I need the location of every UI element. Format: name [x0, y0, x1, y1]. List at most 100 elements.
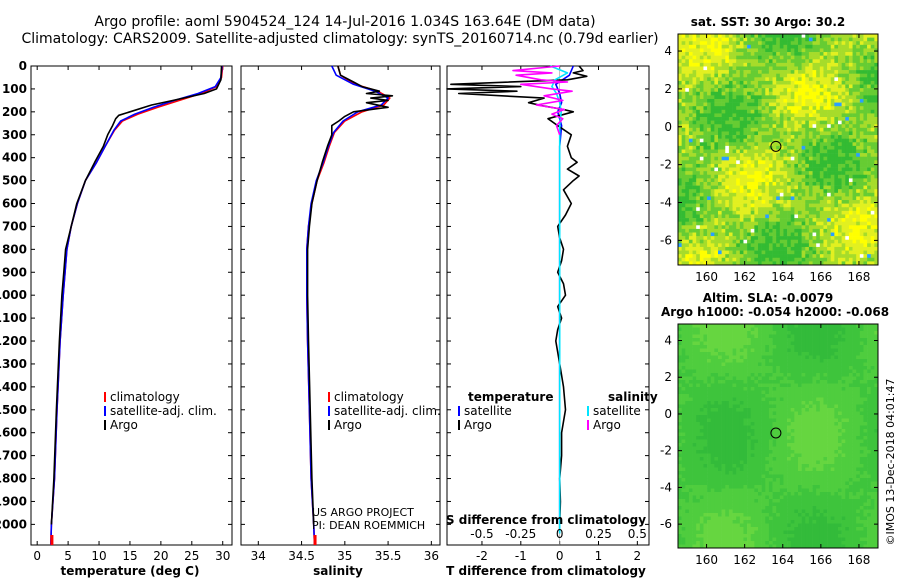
heatmap-cell [794, 250, 799, 255]
y-tick-label: 1900 [0, 494, 27, 508]
heatmap-cell [739, 102, 744, 107]
heatmap-cell [867, 352, 872, 356]
heatmap-cell [678, 48, 682, 53]
heatmap-cell [830, 37, 835, 42]
heatmap-cell [830, 390, 835, 395]
heatmap-cell [848, 167, 853, 172]
heatmap-cell [739, 34, 744, 38]
heatmap-cell [743, 394, 748, 398]
heatmap-cell [870, 44, 875, 49]
heatmap-cell [732, 218, 737, 222]
heatmap-cell [848, 80, 853, 85]
heatmap-cell [692, 207, 697, 212]
heatmap-cell [692, 98, 697, 103]
heatmap-cell [827, 160, 832, 165]
heatmap-cell [765, 131, 770, 136]
heatmap-cell [758, 239, 762, 244]
heatmap-cell [721, 390, 726, 395]
heatmap-cell [761, 120, 766, 125]
heatmap-cell [739, 203, 744, 208]
heatmap-cell [787, 185, 792, 190]
heatmap-cell [685, 117, 690, 121]
heatmap-cell [856, 70, 861, 74]
heatmap-cell [874, 34, 879, 38]
heatmap-cell [798, 362, 802, 367]
heatmap-cell [761, 380, 766, 384]
heatmap-cell [783, 257, 788, 262]
heatmap-cell [812, 236, 817, 241]
heatmap-cell [852, 207, 857, 212]
heatmap-cell [772, 98, 777, 103]
heatmap-cell [772, 334, 777, 339]
heatmap-cell [721, 127, 726, 132]
heatmap-cell [794, 232, 799, 237]
heatmap-cell [783, 380, 788, 384]
heatmap-cell [707, 324, 712, 328]
heatmap-cell [681, 41, 686, 46]
heatmap-cell [765, 348, 770, 353]
heatmap-cell [772, 228, 777, 233]
heatmap-cell [754, 91, 759, 96]
heatmap-cell [812, 380, 817, 384]
heatmap-cell [743, 254, 748, 259]
x-tick-label: 25 [184, 549, 199, 563]
heatmap-cell [863, 331, 868, 335]
heatmap-cell [874, 338, 879, 342]
heatmap-cell [834, 359, 839, 363]
heatmap-cell [707, 127, 712, 132]
heatmap-cell [783, 243, 788, 248]
heatmap-cell [859, 117, 864, 121]
heatmap-cell [830, 185, 835, 190]
heatmap-cell [718, 174, 722, 179]
heatmap-cell [714, 232, 719, 237]
heatmap-cell [685, 149, 690, 154]
heatmap-cell [816, 394, 821, 398]
heatmap-cell [845, 261, 850, 266]
heatmap-cell [714, 127, 719, 132]
heatmap-cell [685, 383, 690, 388]
heatmap-cell [678, 80, 682, 85]
heatmap-cell [761, 338, 766, 342]
heatmap-cell [827, 91, 832, 96]
heatmap-cell [681, 352, 686, 356]
heatmap-cell [816, 390, 821, 395]
heatmap-cell [856, 80, 861, 85]
heatmap-cell [863, 387, 868, 391]
heatmap-cell [678, 348, 682, 353]
heatmap-cell [838, 243, 842, 248]
heatmap-cell [823, 185, 828, 190]
heatmap-cell [863, 228, 868, 233]
heatmap-cell [856, 214, 861, 219]
heatmap-cell [867, 62, 872, 67]
heatmap-cell [732, 167, 737, 172]
heatmap-cell [736, 135, 741, 139]
heatmap-cell [852, 44, 857, 49]
heatmap-cell [801, 156, 806, 161]
heatmap-cell [841, 210, 846, 215]
heatmap-cell [779, 160, 784, 165]
heatmap-cell [681, 135, 686, 139]
heatmap-cell [750, 345, 755, 349]
heatmap-cell [830, 88, 835, 93]
heatmap-cell [808, 120, 813, 125]
heatmap-cell [728, 387, 733, 391]
heatmap-cell [754, 373, 759, 377]
heatmap-cell [754, 362, 759, 367]
heatmap-cell [812, 59, 817, 64]
heatmap-cell [776, 207, 781, 212]
heatmap-cell [845, 174, 850, 179]
heatmap-cell [790, 196, 795, 201]
heatmap-cell [841, 55, 846, 60]
heatmap-cell [732, 102, 737, 107]
heatmap-cell [776, 142, 781, 147]
heatmap-cell [678, 34, 682, 38]
heatmap-cell [808, 55, 813, 60]
heatmap-cell [768, 376, 773, 381]
heatmap-cell [827, 131, 832, 136]
heatmap-cell [699, 95, 704, 100]
heatmap-cell [852, 62, 857, 67]
heatmap-cell [688, 117, 693, 121]
heatmap-cell [816, 91, 821, 96]
heatmap-cell [834, 236, 839, 241]
heatmap-cell [707, 192, 712, 197]
